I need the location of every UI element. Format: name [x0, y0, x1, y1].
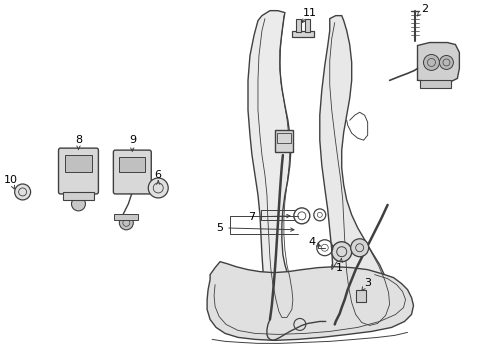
Bar [276, 133, 290, 143]
Text: 2: 2 [420, 4, 427, 14]
Text: 4: 4 [307, 237, 315, 247]
Bar [304, 19, 309, 32]
Bar [64, 155, 92, 172]
Text: 10: 10 [3, 175, 18, 185]
Circle shape [71, 197, 85, 211]
Polygon shape [417, 42, 458, 82]
Circle shape [423, 54, 439, 71]
Text: 11: 11 [302, 8, 316, 18]
Polygon shape [247, 11, 297, 323]
Text: 6: 6 [154, 170, 162, 180]
Circle shape [331, 242, 351, 262]
FancyBboxPatch shape [59, 148, 98, 194]
FancyBboxPatch shape [113, 150, 151, 194]
Circle shape [350, 239, 368, 257]
Text: 5: 5 [216, 223, 223, 233]
Bar [291, 31, 313, 37]
Circle shape [119, 216, 133, 230]
Polygon shape [207, 262, 413, 340]
Bar [295, 19, 300, 32]
Bar [62, 192, 94, 200]
Circle shape [148, 178, 168, 198]
Bar [355, 289, 365, 302]
Text: 3: 3 [364, 278, 370, 288]
Text: 1: 1 [336, 263, 343, 273]
Text: 8: 8 [75, 135, 82, 145]
Bar [274, 130, 292, 152]
Circle shape [15, 184, 31, 200]
Circle shape [439, 55, 452, 69]
Polygon shape [319, 15, 391, 329]
Bar [114, 214, 138, 220]
Bar [419, 80, 450, 88]
Text: 7: 7 [248, 212, 255, 222]
Bar [119, 157, 145, 172]
Text: 9: 9 [128, 135, 136, 145]
